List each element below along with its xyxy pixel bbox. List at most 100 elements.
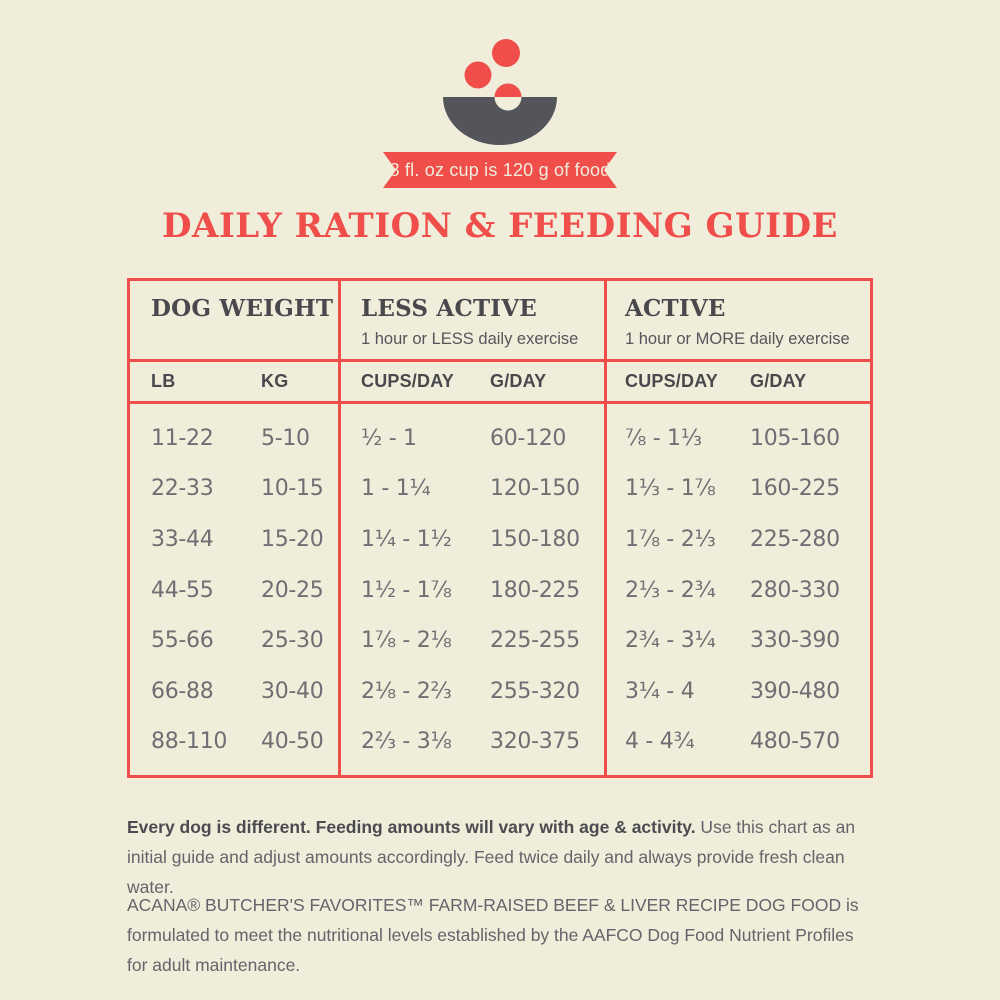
column-header-lb: LB xyxy=(151,371,176,391)
table-cell: 10-15 xyxy=(261,476,324,502)
table-cell: 2⅔ - 3⅛ xyxy=(361,729,452,755)
table-cell: ⅞ - 1⅓ xyxy=(625,425,702,451)
group-rows: ⅞ - 1⅓ 105-160 1⅓ - 1⅞ 160-225 1⅞ - 2⅓ 225-28… xyxy=(607,404,870,767)
kibble-dot-icon xyxy=(464,61,492,89)
feeding-note-regular: Use this chart as an initial guide and a… xyxy=(127,817,856,897)
table-cell: 320-375 xyxy=(490,729,580,755)
table-cell: 390-480 xyxy=(750,678,840,704)
table-cell: 4 - 4¾ xyxy=(625,729,695,755)
column-group-less-active: LESS ACTIVE 1 hour or LESS daily exercis… xyxy=(341,281,607,775)
table-cell: 2¾ - 3¼ xyxy=(625,628,716,654)
table-row: 1⅓ - 1⅞ 160-225 xyxy=(625,464,870,515)
page-title: DAILY RATION & FEEDING GUIDE xyxy=(162,206,838,246)
column-header-cups-day: CUPS/DAY xyxy=(625,371,718,391)
table-cell: 1⅞ - 2⅛ xyxy=(361,628,452,654)
bowl-kibble-svg xyxy=(443,39,557,145)
table-row: 22-33 10-15 xyxy=(151,464,338,515)
table-row: 44-55 20-25 xyxy=(151,565,338,616)
table-cell: ½ - 1 xyxy=(361,425,417,451)
subheader-row: CUPS/DAY G/DAY xyxy=(607,362,870,404)
table-cell: 55-66 xyxy=(151,628,214,654)
feeding-note: Every dog is different. Feeding amounts … xyxy=(127,812,877,902)
table-cell: 255-320 xyxy=(490,678,580,704)
group-header: LESS ACTIVE 1 hour or LESS daily exercis… xyxy=(341,281,604,362)
table-cell: 330-390 xyxy=(750,628,840,654)
table-row: 2⅓ - 2¾ 280-330 xyxy=(625,565,870,616)
column-header-g-day: G/DAY xyxy=(750,371,807,391)
table-cell: 225-280 xyxy=(750,526,840,552)
table-cell: 225-255 xyxy=(490,628,580,654)
group-title: LESS ACTIVE xyxy=(361,295,538,322)
table-row: 2⅛ - 2⅔ 255-320 xyxy=(361,666,604,717)
bowl-shape xyxy=(443,97,557,145)
table-row: 33-44 15-20 xyxy=(151,514,338,565)
table-cell: 280-330 xyxy=(750,577,840,603)
table-row: 55-66 25-30 xyxy=(151,615,338,666)
column-header-kg: KG xyxy=(261,371,289,391)
kibble-notch xyxy=(494,97,522,111)
table-cell: 15-20 xyxy=(261,526,324,552)
dog-food-bowl-icon xyxy=(430,38,570,150)
table-cell: 1½ - 1⅞ xyxy=(361,577,452,603)
table-cell: 40-50 xyxy=(261,729,324,755)
table-cell: 160-225 xyxy=(750,476,840,502)
table-row: 1⅞ - 2⅛ 225-255 xyxy=(361,615,604,666)
subheader-row: CUPS/DAY G/DAY xyxy=(341,362,604,404)
table-row: 4 - 4¾ 480-570 xyxy=(625,717,870,768)
column-header-g-day: G/DAY xyxy=(490,371,547,391)
group-title: ACTIVE xyxy=(625,295,726,322)
group-subtitle: 1 hour or LESS daily exercise xyxy=(361,330,579,348)
table-row: 1½ - 1⅞ 180-225 xyxy=(361,565,604,616)
table-cell: 44-55 xyxy=(151,577,214,603)
table-cell: 1¼ - 1½ xyxy=(361,526,452,552)
group-subtitle: 1 hour or MORE daily exercise xyxy=(625,330,850,348)
table-cell: 11-22 xyxy=(151,425,214,451)
group-rows: 11-22 5-10 22-33 10-15 33-44 15-20 44-55 20-25 5… xyxy=(130,404,338,767)
table-cell: 88-110 xyxy=(151,729,228,755)
table-cell: 60-120 xyxy=(490,425,567,451)
table-row: 11-22 5-10 xyxy=(151,413,338,464)
table-cell: 180-225 xyxy=(490,577,580,603)
table-row: 1¼ - 1½ 150-180 xyxy=(361,514,604,565)
table-cell: 22-33 xyxy=(151,476,214,502)
table-cell: 3¼ - 4 xyxy=(625,678,695,704)
table-cell: 5-10 xyxy=(261,425,310,451)
group-title: DOG WEIGHT xyxy=(151,295,334,322)
column-group-active: ACTIVE 1 hour or MORE daily exercise CUP… xyxy=(607,281,870,775)
table-row: ⅞ - 1⅓ 105-160 xyxy=(625,413,870,464)
table-cell: 1⅞ - 2⅓ xyxy=(625,526,716,552)
table-row: 66-88 30-40 xyxy=(151,666,338,717)
table-row: 2¾ - 3¼ 330-390 xyxy=(625,615,870,666)
table-row: ½ - 1 60-120 xyxy=(361,413,604,464)
aafco-note: ACANA® BUTCHER'S FAVORITES™ FARM-RAISED … xyxy=(127,890,877,980)
kibble-dot-icon xyxy=(492,39,520,67)
subheader-row: LB KG xyxy=(130,362,338,404)
table-cell: 2⅛ - 2⅔ xyxy=(361,678,452,704)
table-cell: 1 - 1¼ xyxy=(361,476,431,502)
table-row: 1 - 1¼ 120-150 xyxy=(361,464,604,515)
aafco-note-text: ACANA® BUTCHER'S FAVORITES™ FARM-RAISED … xyxy=(127,895,859,975)
group-header: ACTIVE 1 hour or MORE daily exercise xyxy=(607,281,870,362)
group-header: DOG WEIGHT xyxy=(130,281,338,362)
table-row: 1⅞ - 2⅓ 225-280 xyxy=(625,514,870,565)
group-rows: ½ - 1 60-120 1 - 1¼ 120-150 1¼ - 1½ 150-180 1½… xyxy=(341,404,604,767)
table-row: 88-110 40-50 xyxy=(151,717,338,768)
table-cell: 2⅓ - 2¾ xyxy=(625,577,716,603)
ribbon-text: 8 fl. oz cup is 120 g of food xyxy=(389,159,611,180)
feeding-table: DOG WEIGHT LB KG 11-22 5-10 22-33 10-15 33-4… xyxy=(127,278,873,778)
table-row: 2⅔ - 3⅛ 320-375 xyxy=(361,717,604,768)
cup-measure-ribbon: 8 fl. oz cup is 120 g of food xyxy=(383,152,617,188)
table-cell: 20-25 xyxy=(261,577,324,603)
table-cell: 105-160 xyxy=(750,425,840,451)
table-cell: 30-40 xyxy=(261,678,324,704)
column-group-dog-weight: DOG WEIGHT LB KG 11-22 5-10 22-33 10-15 33-4… xyxy=(130,281,341,775)
table-cell: 480-570 xyxy=(750,729,840,755)
feeding-note-bold: Every dog is different. Feeding amounts … xyxy=(127,817,696,837)
table-cell: 33-44 xyxy=(151,526,214,552)
table-cell: 1⅓ - 1⅞ xyxy=(625,476,716,502)
table-cell: 66-88 xyxy=(151,678,214,704)
table-cell: 120-150 xyxy=(490,476,580,502)
table-cell: 150-180 xyxy=(490,526,580,552)
column-header-cups-day: CUPS/DAY xyxy=(361,371,454,391)
